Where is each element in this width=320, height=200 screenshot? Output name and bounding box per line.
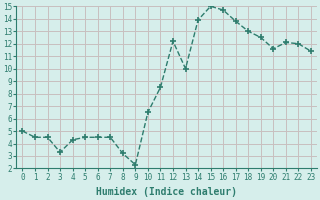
X-axis label: Humidex (Indice chaleur): Humidex (Indice chaleur) (96, 187, 237, 197)
